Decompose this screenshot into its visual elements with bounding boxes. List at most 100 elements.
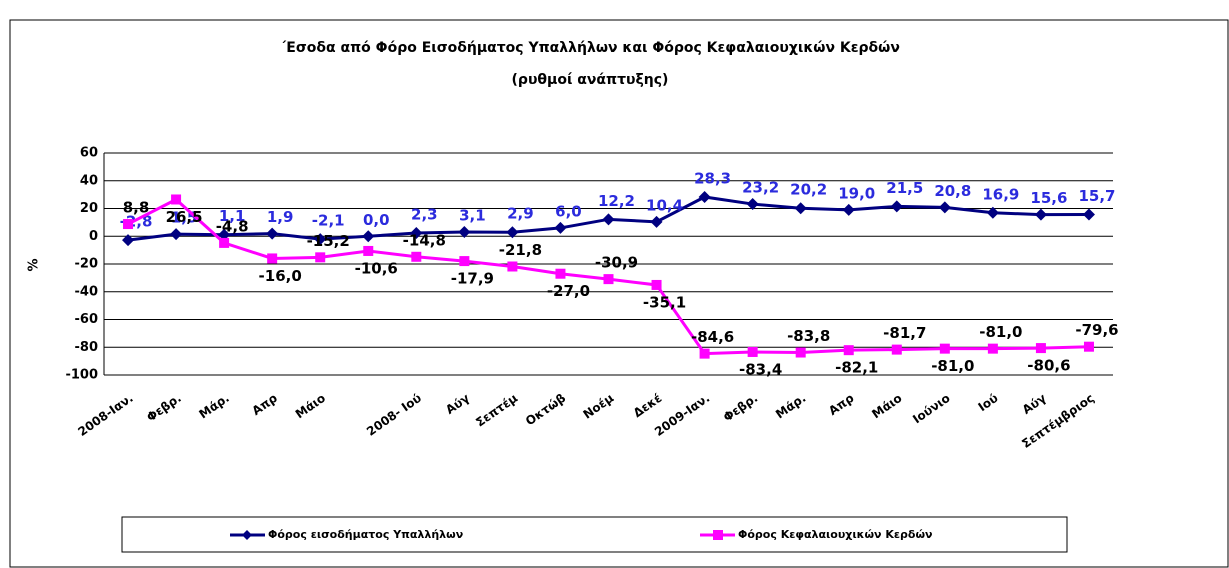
square-marker [411,251,422,262]
chart-title: ΄Εσοδα από Φόρο Εισοδήματος Υπαλλήλων κα… [280,40,900,56]
chart-subtitle: (ρυθμοί ανάπτυξης) [512,72,669,88]
diamond-marker [122,234,135,247]
legend-swatch-marker [713,530,723,540]
square-marker [507,261,518,272]
diamond-marker [314,233,327,246]
data-label: 20,8 [934,182,971,200]
square-marker [315,252,326,263]
data-label: -80,6 [1027,357,1070,375]
data-label: 12,2 [598,192,635,210]
data-label: -81,7 [883,324,926,342]
data-label: -14,8 [403,231,446,249]
square-marker [171,194,182,205]
diamond-marker [698,190,711,203]
data-label: 26,5 [166,208,203,226]
square-marker [1035,343,1046,354]
data-label: -81,0 [931,357,974,375]
square-marker [459,256,470,267]
square-marker [795,347,806,358]
legend [121,516,1068,553]
square-marker [1083,341,1094,352]
data-label: 28,3 [694,169,731,187]
data-label: 19,0 [838,184,875,202]
y-tick-label: -80 [75,340,99,355]
diamond-marker [506,226,519,239]
data-label: -21,8 [499,241,542,259]
data-label: 16,9 [982,185,1019,203]
y-tick-label: -40 [75,284,99,299]
y-axis-label: % [27,258,42,271]
diamond-marker [362,230,375,243]
square-marker [747,346,758,357]
y-tick-label: 60 [80,146,98,161]
square-marker [603,274,614,285]
data-label: 21,5 [886,179,923,197]
data-label: -84,6 [691,328,734,346]
data-label: -15,2 [307,232,350,250]
y-tick-label: 20 [80,201,98,216]
data-label: 0,0 [363,211,390,229]
data-label: -82,1 [835,359,878,377]
y-tick-label: -100 [65,368,98,383]
legend-label: Φόρος Κεφαλαιουχικών Κερδών [738,528,933,541]
diamond-marker [170,228,183,241]
square-marker [891,344,902,355]
diamond-marker [410,227,423,240]
square-marker [363,245,374,256]
diamond-marker [554,221,567,234]
data-label: 15,6 [1030,189,1067,207]
data-label: -30,9 [595,254,638,272]
data-label: 1,1 [219,207,246,225]
square-marker [987,343,998,354]
diamond-marker [266,227,279,240]
legend-label: Φόρος εισοδήματος Υπαλλήλων [268,528,463,541]
data-label: 6,0 [555,202,582,220]
data-label: -4,8 [216,217,249,235]
square-marker [123,219,134,230]
chart-border [9,19,1229,568]
square-marker [267,253,278,264]
data-label: -83,4 [739,360,782,378]
data-label: 3,1 [459,206,486,224]
data-label: -16,0 [259,267,302,285]
square-marker [651,279,662,290]
y-tick-label: -20 [75,257,99,272]
diamond-marker [602,213,615,226]
data-label: 2,3 [411,206,438,224]
square-marker [939,343,950,354]
diamond-marker [794,202,807,215]
data-label: -17,9 [451,270,494,288]
y-tick-label: -60 [75,312,99,327]
data-label: -10,6 [355,259,398,277]
diamond-marker [1034,208,1047,221]
legend-swatch-marker [242,530,252,540]
y-tick-label: 40 [80,173,98,188]
square-marker [699,348,710,359]
square-marker [843,345,854,356]
data-label: -27,0 [547,282,590,300]
diamond-marker [986,206,999,219]
data-label: 23,2 [742,179,779,197]
diamond-marker [890,200,903,213]
y-tick-label: 0 [89,229,98,244]
diamond-marker [1082,208,1095,221]
data-label: -83,8 [787,327,830,345]
diamond-marker [218,228,231,241]
data-label: 10,4 [646,196,683,214]
data-label: 2,9 [507,205,534,223]
data-label: -35,1 [643,293,686,311]
square-marker [555,268,566,279]
data-label: -2,1 [312,212,345,230]
data-label: 8,8 [123,199,150,217]
diamond-marker [746,198,759,211]
data-label: -81,0 [979,323,1022,341]
diamond-marker [938,201,951,214]
diamond-marker [458,225,471,238]
square-marker [219,237,230,248]
data-label: 15,7 [1078,187,1115,205]
diamond-marker [842,203,855,216]
diamond-marker [650,215,663,228]
data-label: -79,6 [1075,321,1118,339]
data-label: 1,9 [267,208,294,226]
